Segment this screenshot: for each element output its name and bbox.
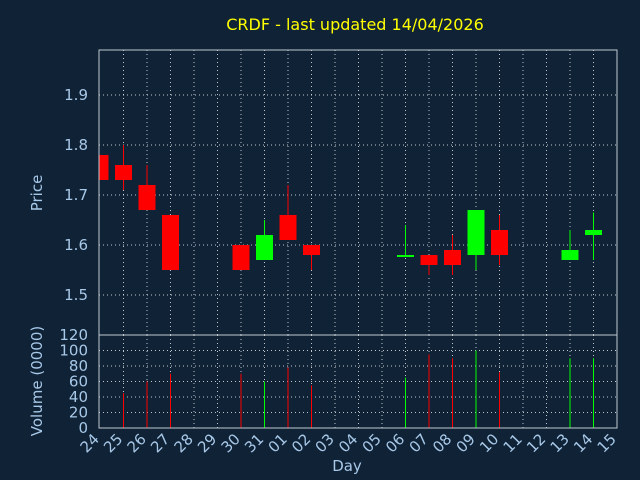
- price-axis-label: Price: [28, 175, 46, 212]
- x-tick-label: 08: [429, 430, 455, 456]
- candle-body: [232, 245, 250, 270]
- x-axis: 2425262728293031010203040506070809101112…: [77, 430, 620, 456]
- volume-tick-label: 60: [69, 373, 88, 391]
- candle-body: [585, 230, 602, 235]
- volume-tick-label: 0: [78, 419, 88, 437]
- x-tick-label: 13: [547, 430, 573, 456]
- x-tick-label: 01: [265, 430, 291, 456]
- candle-body: [467, 210, 485, 255]
- x-tick-label: 29: [194, 430, 220, 456]
- volume-tick-label: 80: [69, 357, 88, 375]
- x-tick-label: 06: [382, 430, 408, 456]
- x-tick-label: 30: [218, 430, 244, 456]
- candle-body: [491, 230, 508, 255]
- candle-body: [115, 165, 132, 180]
- x-tick-label: 10: [476, 430, 502, 456]
- candle-body: [303, 245, 320, 255]
- x-tick-label: 12: [523, 430, 549, 456]
- x-tick-label: 09: [453, 430, 479, 456]
- candle-body: [256, 235, 273, 260]
- chart-title: CRDF - last updated 14/04/2026: [226, 15, 484, 34]
- price-plot-area: [99, 50, 617, 335]
- x-tick-label: 02: [288, 430, 314, 456]
- x-tick-label: 14: [570, 430, 596, 456]
- price-tick-label: 1.9: [64, 86, 88, 104]
- candle-body: [420, 255, 438, 265]
- x-tick-label: 05: [359, 430, 385, 456]
- x-tick-label: 03: [312, 430, 338, 456]
- x-tick-label: 28: [171, 430, 197, 456]
- volume-axis-label: Volume (0000): [28, 326, 46, 436]
- x-tick-label: 15: [594, 430, 620, 456]
- x-tick-label: 26: [124, 430, 150, 456]
- candle-body: [444, 250, 461, 265]
- candle-body: [138, 185, 156, 210]
- candle-body: [162, 215, 179, 270]
- x-tick-label: 25: [100, 430, 126, 456]
- price-tick-label: 1.7: [64, 186, 88, 204]
- candle-body: [397, 255, 414, 257]
- candle-body: [561, 250, 579, 260]
- volume-plot-area: [99, 335, 617, 428]
- x-tick-label: 27: [147, 430, 173, 456]
- price-panel: 1.5 1.6 1.7 1.8 1.9: [64, 49, 618, 336]
- candle-body: [279, 215, 297, 240]
- price-tick-label: 1.6: [64, 236, 88, 254]
- volume-tick-label: 120: [59, 326, 88, 344]
- volume-panel-frame: [98, 334, 618, 429]
- volume-tick-label: 20: [69, 404, 88, 422]
- x-tick-label: 31: [241, 430, 267, 456]
- volume-tick-label: 40: [69, 388, 88, 406]
- price-tick-label: 1.8: [64, 136, 88, 154]
- candle-body: [100, 155, 109, 180]
- x-axis-label: Day: [332, 457, 362, 475]
- x-tick-label: 11: [500, 430, 526, 456]
- x-tick-label: 04: [335, 430, 361, 456]
- volume-tick-label: 100: [59, 342, 88, 360]
- x-tick-label: 07: [406, 430, 432, 456]
- price-tick-label: 1.5: [64, 286, 88, 304]
